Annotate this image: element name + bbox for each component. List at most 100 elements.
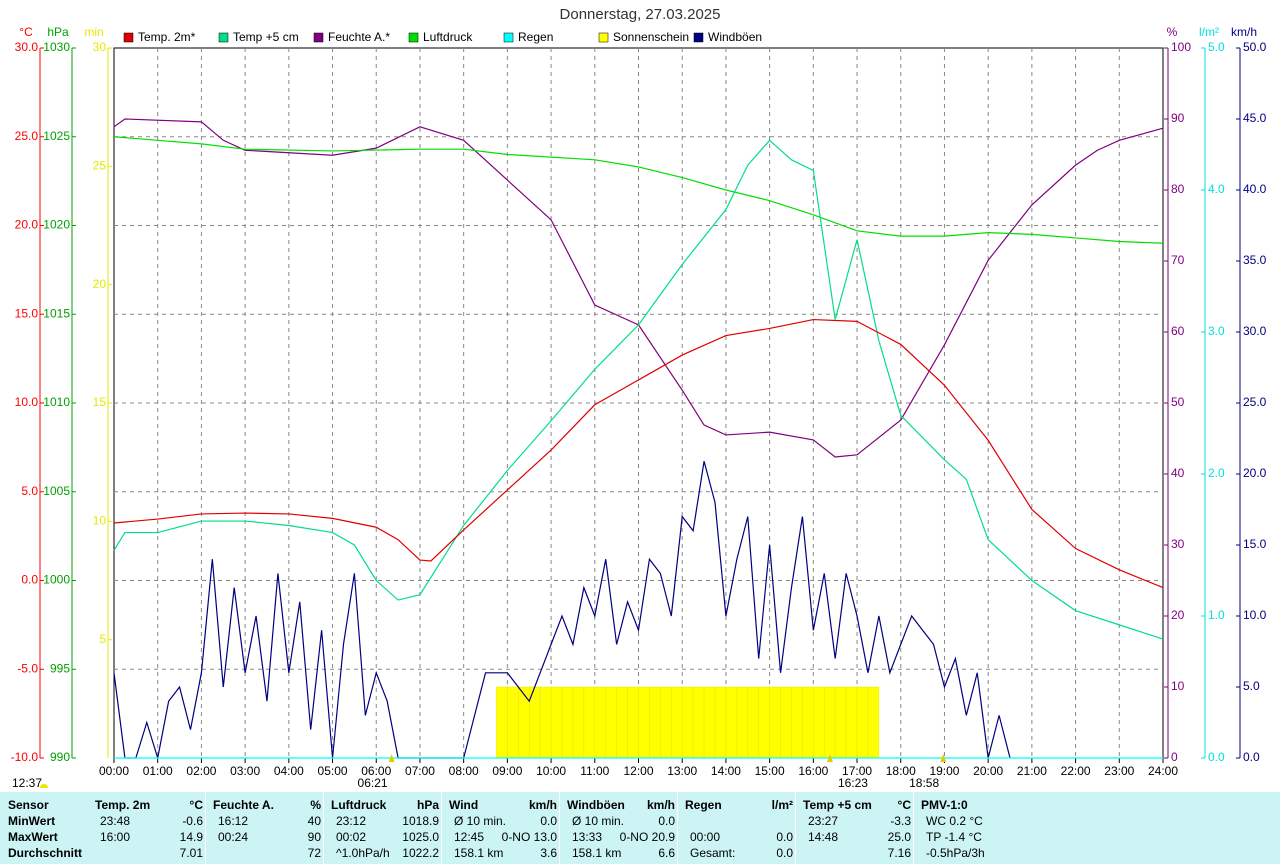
sunshine-bar [845, 686, 858, 759]
y-tick-label: 1010 [43, 395, 70, 409]
series-line [113, 461, 1011, 759]
cell-left: 00:00 [690, 830, 721, 844]
sunshine-bar [616, 686, 628, 759]
cell-left: 16:00 [100, 830, 131, 844]
y-tick-label: 10.0 [15, 395, 39, 409]
y-tick-label: 25 [93, 159, 107, 173]
separator [323, 792, 324, 864]
group-unit: l/m² [771, 798, 793, 812]
cell-value: 0.0 [776, 830, 793, 844]
cell-left: 23:12 [336, 814, 367, 828]
sunshine-bar [627, 686, 639, 759]
sunshine-bar [550, 686, 563, 759]
group-unit: km/h [646, 798, 675, 812]
y-tick-label: 995 [50, 661, 70, 675]
sunshine-bar [747, 686, 759, 759]
sunshine-bar [638, 686, 650, 759]
x-tick-label: 19:00 [929, 764, 959, 778]
x-tick-label: 16:00 [798, 764, 828, 778]
series-line [113, 136, 1164, 244]
sunshine-bar [496, 686, 508, 759]
cell-left: 23:27 [808, 814, 839, 828]
y-tick-label: 0 [1171, 750, 1178, 764]
sun-icon [40, 784, 48, 788]
marker [940, 754, 947, 762]
x-tick-label: 04:00 [274, 764, 304, 778]
sunshine-bar [561, 686, 574, 759]
cell-left: WC 0.2 °C [926, 814, 983, 828]
marker [826, 754, 833, 762]
legend-swatch [123, 32, 134, 43]
axis-unit: °C [19, 25, 33, 39]
sunshine-bar [769, 686, 781, 759]
x-tick-label: 06:00 [361, 764, 391, 778]
row-label: MinWert [8, 814, 56, 828]
y-tick-label: 70 [1171, 253, 1185, 267]
sunshine-bar [649, 686, 661, 759]
axis-unit: km/h [1231, 25, 1257, 39]
cell-value: 7.01 [179, 846, 203, 860]
group-unit: °C [189, 798, 203, 812]
cell-left: 00:02 [336, 830, 367, 844]
legend-label: Windböen [708, 30, 762, 44]
group-title: Feuchte A. [213, 798, 274, 812]
cell-left: 16:12 [218, 814, 249, 828]
cell-left: Ø 10 min. [454, 814, 507, 828]
x-tick-label: 11:00 [580, 764, 609, 778]
group-title: Luftdruck [331, 798, 387, 812]
cell-value: 6.6 [658, 846, 675, 860]
cell-left: 13:33 [572, 830, 603, 844]
chart: Donnerstag, 27.03.2025 00:00 01:00 02:00 03… [11, 6, 1267, 790]
y-tick-label: 25.0 [1243, 395, 1267, 409]
cell-value: 0-NO 20.9 [619, 830, 675, 844]
y-tick-label: 30.0 [15, 40, 39, 54]
sunshine-bar [758, 686, 770, 759]
sunshine-bar [594, 686, 606, 759]
y-tick-label: 40 [1171, 466, 1185, 480]
x-tick-label: 10:00 [536, 764, 566, 778]
annotation: 16:23 [838, 776, 868, 790]
x-tick-label: 15:00 [755, 764, 785, 778]
group-title: Wind [449, 798, 479, 812]
sunshine-bar [824, 686, 836, 759]
cell-left: 23:48 [100, 814, 131, 828]
sunshine-bar [867, 686, 880, 759]
legend-label: Luftdruck [423, 30, 473, 44]
sunshine-bar [802, 686, 814, 759]
sunshine-bar [834, 686, 847, 759]
sunshine-bar [605, 686, 617, 759]
sunshine-bar [725, 686, 738, 759]
cell-value: 14.9 [179, 830, 203, 844]
sunshine-bar [736, 686, 749, 759]
y-tick-label: 15.0 [1243, 537, 1267, 551]
cell-left: 12:45 [454, 830, 485, 844]
cell-value: 1025.0 [402, 830, 439, 844]
x-tick-label: 05:00 [318, 764, 348, 778]
x-tick-label: 09:00 [492, 764, 522, 778]
legend-label: Regen [518, 30, 553, 44]
y-tick-label: 80 [1171, 182, 1185, 196]
y-tick-label: 30.0 [1243, 324, 1267, 338]
legend-swatch [313, 32, 324, 43]
sunshine-bar [583, 686, 596, 759]
cell-value: 0-NO 13.0 [501, 830, 557, 844]
sunshine-bar [791, 686, 803, 759]
legend-swatch [218, 32, 229, 43]
marker [388, 754, 395, 762]
x-tick-label: 21:00 [1017, 764, 1047, 778]
day-length: 12:37 [12, 776, 42, 790]
sunshine-bar [507, 686, 519, 759]
y-tick-label: 1030 [43, 40, 70, 54]
series-line [113, 318, 1164, 589]
table-header: Sensor [8, 798, 49, 812]
y-tick-label: 4.0 [1208, 182, 1225, 196]
annotation: 06:21 [358, 776, 388, 790]
x-tick-label: 08:00 [449, 764, 479, 778]
legend-swatch [598, 32, 609, 43]
cell-left: TP -1.4 °C [926, 830, 982, 844]
separator [559, 792, 560, 864]
cell-left: 158.1 km [572, 846, 622, 860]
x-tick-label: 01:00 [143, 764, 173, 778]
legend-swatch [503, 32, 514, 43]
